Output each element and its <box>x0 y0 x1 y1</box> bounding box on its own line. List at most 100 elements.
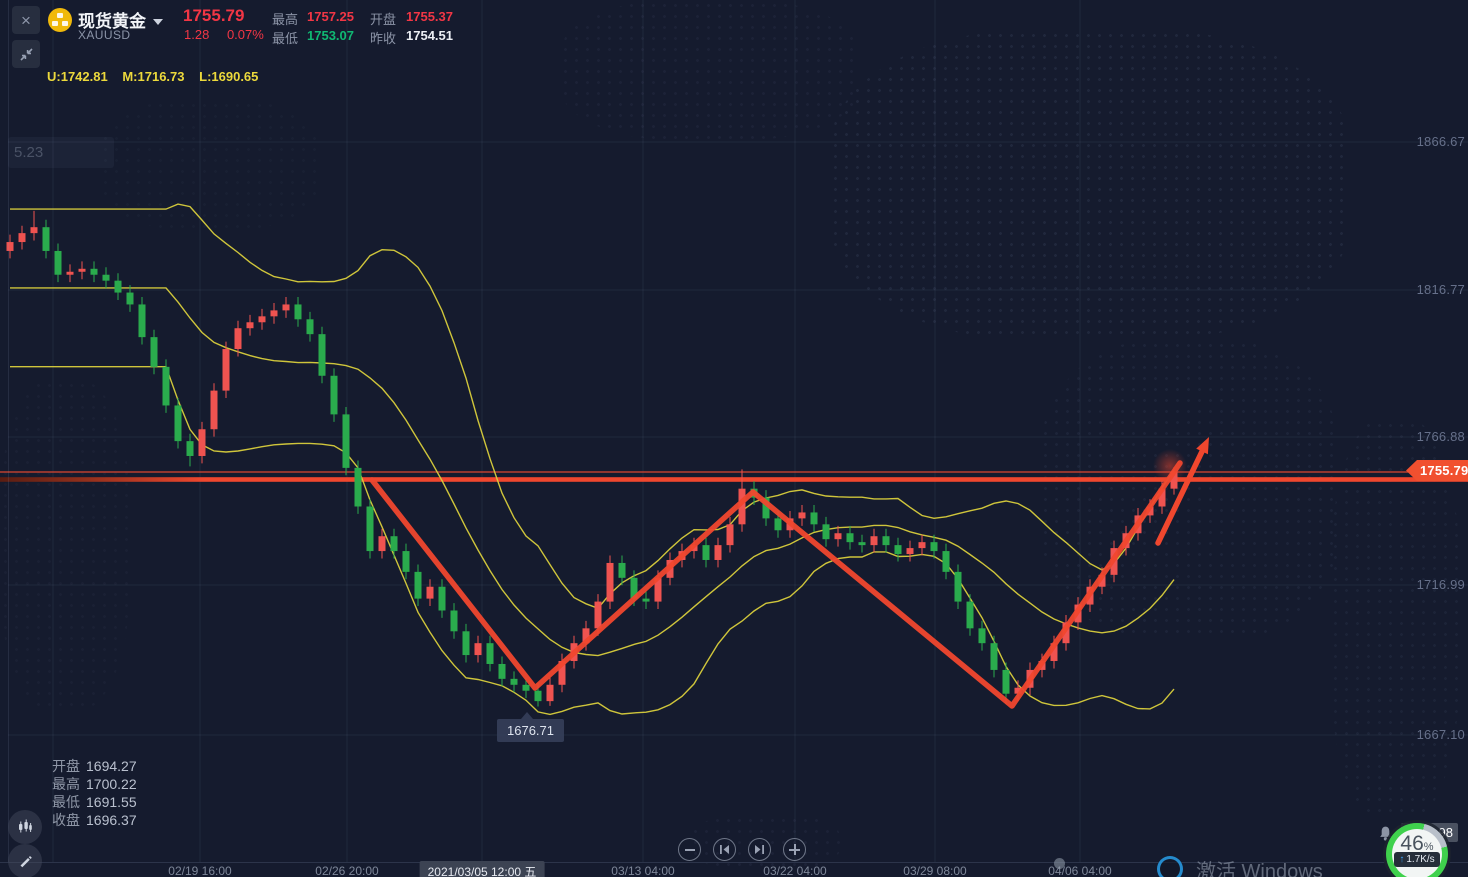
candle-body <box>1062 622 1070 644</box>
x-axis-label: 04/06 04:00 <box>1048 864 1112 877</box>
candle-body <box>642 598 650 602</box>
candle-body <box>306 319 314 335</box>
close-icon: × <box>21 10 31 30</box>
candle-body <box>846 533 854 543</box>
draw-tools-button[interactable] <box>8 844 42 877</box>
candle-body <box>486 643 494 664</box>
candle-body <box>414 571 422 599</box>
boll-lower: L:1690.65 <box>199 69 259 84</box>
change-percent: 0.07% <box>226 27 264 42</box>
crosshair-date-label: 2021/03/05 12:00 五 <box>419 861 545 877</box>
map-dot-pattern <box>1330 420 1460 820</box>
time-axis-separator <box>0 862 1468 863</box>
stat-high-value: 1757.25 <box>307 9 354 24</box>
y-axis-label: 1766.88 <box>1416 429 1465 444</box>
skip-to-start-button[interactable] <box>713 838 736 861</box>
zoom-out-button[interactable] <box>678 838 701 861</box>
y-axis-label: 1716.99 <box>1416 577 1465 592</box>
y-axis-label: 1816.77 <box>1416 282 1465 297</box>
candle-body <box>6 242 14 251</box>
candle-body <box>858 542 866 546</box>
floating-dot-icon <box>1054 858 1065 869</box>
stat-open-value: 1755.37 <box>406 9 453 24</box>
zoom-in-button[interactable] <box>783 838 806 861</box>
symbol-code: XAUUSD <box>78 28 131 42</box>
bell-icon[interactable] <box>1377 825 1394 842</box>
boll-middle: M:1716.73 <box>122 69 185 84</box>
stat-low-label: 最低 <box>272 31 299 46</box>
candle-body <box>378 536 386 552</box>
stat-low-value: 1753.07 <box>307 28 354 43</box>
change-value: 1.28 <box>184 27 210 42</box>
candle-body <box>174 405 182 442</box>
candle-body <box>222 349 230 391</box>
x-axis-label: 02/19 16:00 <box>168 864 232 877</box>
candle-body <box>762 497 770 519</box>
candle-body <box>810 512 818 525</box>
bollinger-values: U:1742.81 M:1716.73 L:1690.65 <box>47 69 269 84</box>
widget-speed: ↑ 1.7K/s <box>1394 852 1440 867</box>
candle-body <box>654 577 662 602</box>
candle-body <box>630 577 638 599</box>
candle-body <box>54 250 62 275</box>
candle-body <box>270 310 278 317</box>
horizontal-trend-line <box>0 477 1468 482</box>
candle-body <box>882 536 890 546</box>
candle-body <box>978 628 986 644</box>
candle-body <box>114 280 122 293</box>
candle-body <box>42 227 50 251</box>
candle-body <box>246 322 254 329</box>
candle-body <box>1050 643 1058 662</box>
candle-body <box>198 429 206 456</box>
candle-body <box>18 233 26 243</box>
ohlc-row-high: 最高 1700.22 <box>52 776 137 792</box>
collapse-icon <box>19 47 33 61</box>
bollinger-band-m <box>10 287 1175 657</box>
candle-body <box>126 292 134 305</box>
candle-body <box>138 304 146 338</box>
candle-body <box>558 661 566 685</box>
candle-body <box>102 274 110 281</box>
ohlc-row-low: 最低 1691.55 <box>52 794 137 810</box>
candle-body <box>294 304 302 320</box>
collapse-button[interactable] <box>12 40 40 68</box>
candle-body <box>714 545 722 560</box>
candle-body <box>738 488 746 525</box>
last-price-glow <box>1153 449 1187 483</box>
bollinger-band-l <box>10 366 1175 716</box>
stat-prevclose-value: 1754.51 <box>406 28 453 43</box>
floating-app-icon[interactable] <box>1157 856 1183 877</box>
candle-body <box>702 545 710 560</box>
chart-type-button[interactable] <box>8 810 42 844</box>
minus-icon <box>684 848 695 851</box>
symbol-name: 现货黄金 <box>78 12 146 31</box>
map-dot-pattern <box>0 380 130 710</box>
chevron-down-icon <box>153 19 163 25</box>
candle-body <box>954 571 962 602</box>
ohlc-row-open: 开盘 1694.27 <box>52 758 137 774</box>
network-speed-widget[interactable]: 46% ↑ 1.7K/s <box>1386 823 1448 877</box>
candle-body <box>234 328 242 350</box>
close-button[interactable]: × <box>12 6 40 34</box>
candle-body <box>798 512 806 519</box>
candle-body <box>906 548 914 555</box>
candle-body <box>426 586 434 599</box>
arrow-shaft <box>1155 445 1207 546</box>
x-axis-label: 03/22 04:00 <box>763 864 827 877</box>
map-dot-pattern <box>560 0 860 140</box>
symbol-selector[interactable]: 现货黄金 <box>78 7 163 32</box>
skip-back-icon <box>720 845 729 854</box>
candle-body <box>726 524 734 546</box>
trendline-drawings-layer[interactable] <box>369 437 1209 709</box>
bollinger-band-u <box>10 203 1175 610</box>
candlestick-icon <box>19 819 32 833</box>
boll-upper: U:1742.81 <box>47 69 108 84</box>
plus-icon <box>789 844 800 855</box>
candle-body <box>1014 687 1022 694</box>
horizontal-price-lines[interactable] <box>0 471 1468 482</box>
candle-body <box>594 601 602 629</box>
arrow-head <box>1196 437 1209 455</box>
skip-to-end-button[interactable] <box>748 838 771 861</box>
candle-body <box>258 316 266 323</box>
